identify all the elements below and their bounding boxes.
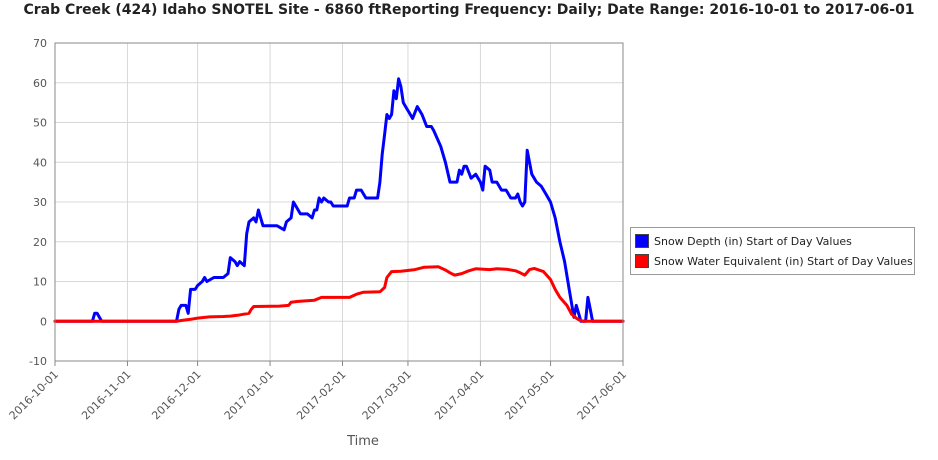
x-tick-label: 2016-12-01 [149, 368, 203, 422]
plot-frame [54, 42, 624, 362]
y-tick-label: 50 [33, 117, 47, 130]
chart-legend: Snow Depth (in) Start of Day Values Snow… [630, 227, 915, 275]
legend-label-snow-depth: Snow Depth (in) Start of Day Values [654, 234, 852, 248]
x-axis-title: Time [346, 434, 379, 449]
chart-title: Crab Creek (424) Idaho SNOTEL Site - 686… [23, 2, 915, 18]
x-tick-label: 2017-02-01 [294, 368, 348, 422]
y-tick-label: 30 [33, 196, 47, 209]
y-tick-label: 0 [40, 315, 47, 328]
legend-label-swe: Snow Water Equivalent (in) Start of Day … [654, 254, 913, 268]
x-tick-label: 2017-03-01 [360, 368, 414, 422]
y-tick-label: -10 [29, 355, 47, 368]
x-tick-label: 2016-10-01 [7, 368, 61, 422]
x-tick-label: 2017-01-01 [222, 368, 276, 422]
snow-depth-line [53, 77, 625, 323]
x-tick-label: 2016-11-01 [79, 368, 133, 422]
x-tick-label: 2017-05-01 [502, 368, 556, 422]
legend-swatch-swe [635, 254, 649, 268]
y-tick-label: 70 [33, 37, 47, 50]
legend-item-snow-depth[interactable]: Snow Depth (in) Start of Day Values [635, 231, 914, 251]
y-tick-label: 60 [33, 77, 47, 90]
swe-line [53, 265, 625, 323]
legend-swatch-snow-depth [635, 234, 649, 248]
x-tick-label: 2017-04-01 [432, 368, 486, 422]
y-tick-label: 40 [33, 156, 47, 169]
y-tick-label: 10 [33, 276, 47, 289]
legend-item-swe[interactable]: Snow Water Equivalent (in) Start of Day … [635, 251, 914, 271]
y-tick-label: 20 [33, 236, 47, 249]
x-tick-label: 2017-06-01 [575, 368, 629, 422]
